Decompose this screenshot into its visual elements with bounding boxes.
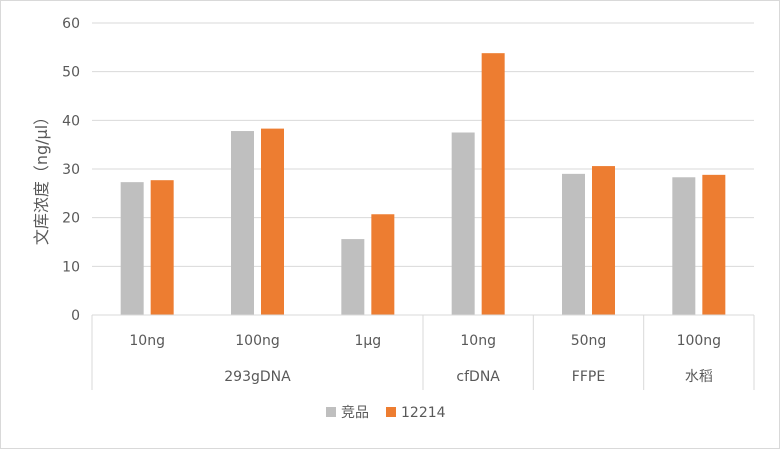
bar-competitor: [120, 182, 144, 315]
x-category-label: 100ng: [677, 333, 721, 349]
bar-product: [481, 53, 505, 315]
x-category-label: 1μg: [354, 333, 381, 349]
bar-product: [261, 128, 284, 315]
y-tick-label: 30: [62, 162, 80, 178]
bar-competitor: [451, 132, 475, 315]
y-axis-title: 文库浓度（ng/μl）: [32, 109, 51, 245]
x-category-label: 10ng: [460, 333, 496, 349]
bar-product: [702, 174, 726, 315]
x-category-label: 50ng: [571, 333, 607, 349]
legend-swatch: [386, 407, 396, 417]
legend-label: 12214: [401, 405, 446, 421]
bar-product: [592, 166, 615, 315]
y-tick-label: 0: [71, 308, 80, 324]
x-group-label: 水稻: [685, 369, 713, 385]
x-group-label: cfDNA: [456, 369, 500, 385]
bar-product: [150, 180, 174, 315]
y-tick-label: 50: [62, 65, 80, 81]
legend-label: 竞品: [341, 404, 369, 421]
y-tick-label: 60: [62, 16, 80, 32]
x-group-label: FFPE: [572, 369, 605, 385]
x-category-label: 10ng: [129, 333, 165, 349]
y-tick-label: 20: [62, 211, 80, 227]
bar-competitor: [231, 131, 254, 315]
y-tick-label: 40: [62, 113, 80, 129]
bar-competitor: [562, 173, 585, 315]
legend-swatch: [326, 407, 336, 417]
bar-competitor: [341, 239, 365, 315]
bar-product: [371, 214, 395, 315]
x-group-label: 293gDNA: [224, 369, 291, 385]
y-tick-label: 10: [62, 259, 80, 275]
x-category-label: 100ng: [235, 333, 279, 349]
bar-competitor: [672, 177, 696, 315]
